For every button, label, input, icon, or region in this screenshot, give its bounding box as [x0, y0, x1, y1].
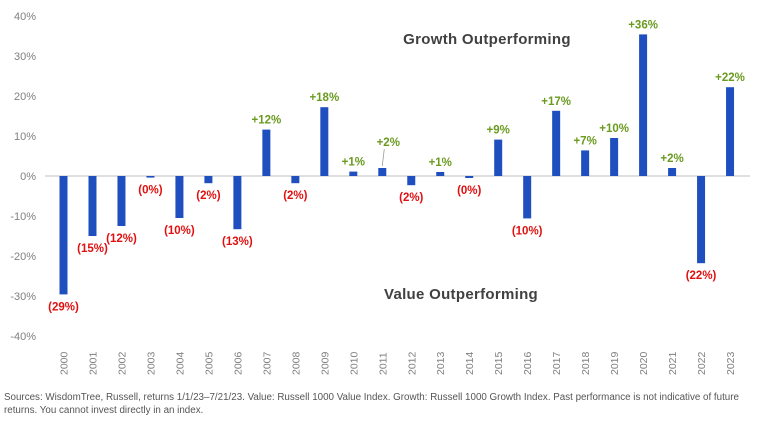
source-note: Sources: WisdomTree, Russell, returns 1/…: [4, 392, 739, 416]
bar: [349, 171, 358, 176]
bar: [88, 176, 97, 236]
x-tick-label: 2021: [667, 351, 679, 375]
data-label: +2%: [377, 137, 400, 149]
x-tick-label: 2017: [551, 351, 563, 375]
bar: [726, 87, 735, 176]
bar: [436, 172, 445, 176]
x-tick-label: 2013: [435, 351, 447, 375]
bar: [610, 138, 619, 176]
data-label: +10%: [599, 123, 629, 135]
bar: [320, 107, 329, 176]
bar: [668, 168, 677, 176]
bar: [59, 176, 68, 295]
data-label: +17%: [541, 96, 571, 108]
x-tick-label: 2007: [261, 351, 273, 375]
data-label: +1%: [342, 157, 365, 169]
x-tick-label: 2014: [464, 351, 476, 375]
x-tick-label: 2019: [609, 351, 621, 375]
data-label: (12%): [106, 233, 137, 245]
data-label: (0%): [457, 185, 481, 197]
x-tick-label: 2015: [493, 351, 505, 375]
y-tick-label: 10%: [14, 131, 36, 143]
bar: [117, 176, 126, 226]
data-label: +1%: [429, 157, 452, 169]
x-tick-label: 2009: [319, 351, 331, 375]
x-tick-label: 2020: [638, 351, 650, 375]
data-label: +18%: [309, 92, 339, 104]
x-tick-label: 2023: [725, 351, 737, 375]
y-tick-label: 30%: [14, 51, 36, 63]
data-label: +36%: [628, 19, 658, 31]
bar: [697, 176, 706, 264]
data-label: (10%): [164, 225, 195, 237]
bar: [639, 34, 648, 177]
bar: [291, 176, 300, 184]
x-tick-label: 2002: [116, 351, 128, 375]
bar: [523, 176, 532, 219]
x-axis-ticks: 2000 2001 2002 2003 2004 2005 2006 2007 2008 2009…: [59, 351, 738, 375]
y-tick-label: 20%: [14, 91, 36, 103]
data-label: +12%: [251, 115, 281, 127]
x-tick-label: 2018: [580, 351, 592, 375]
data-label: +22%: [715, 72, 745, 84]
data-label: +9%: [487, 125, 510, 137]
data-label: (29%): [48, 301, 79, 313]
bar: [407, 176, 416, 186]
data-label: +7%: [573, 135, 596, 147]
data-label: (2%): [196, 190, 220, 202]
data-label: (2%): [283, 190, 307, 202]
x-tick-label: 2004: [174, 351, 186, 375]
bars-group: [59, 34, 735, 295]
y-tick-label: -20%: [10, 251, 36, 263]
bar: [465, 176, 474, 178]
y-tick-label: 40%: [14, 11, 36, 23]
bar: [581, 150, 590, 176]
growth-annotation: Growth Outperforming: [403, 31, 571, 48]
data-label: +2%: [660, 153, 683, 165]
x-tick-label: 2022: [696, 351, 708, 375]
bar-chart: 40% 30% 20% 10% 0% -10% -20% -30% -40% (29%) (15%…: [10, 11, 750, 375]
x-tick-label: 2008: [290, 351, 302, 375]
label-leader-line: [381, 148, 385, 167]
y-tick-label: -30%: [10, 291, 36, 303]
y-tick-label: -40%: [10, 331, 36, 343]
bar: [175, 176, 184, 218]
data-label: (2%): [399, 192, 423, 204]
x-tick-label: 2006: [232, 351, 244, 375]
x-tick-label: 2011: [377, 352, 389, 375]
data-label: (0%): [138, 185, 162, 197]
x-tick-label: 2005: [203, 351, 215, 375]
data-label: (22%): [686, 270, 717, 282]
bar: [204, 176, 213, 184]
bar: [494, 139, 503, 176]
x-tick-label: 2003: [145, 351, 157, 375]
data-labels-group: (29%) (15%)(12%) (0%) (10%) (2%) (13%) +12% (2%…: [48, 19, 745, 313]
data-label: (10%): [512, 225, 543, 237]
data-label: (13%): [222, 236, 253, 248]
x-tick-label: 2000: [59, 351, 71, 375]
y-axis-ticks: 40% 30% 20% 10% 0% -10% -20% -30% -40%: [10, 11, 36, 343]
y-tick-label: -10%: [10, 211, 36, 223]
x-tick-label: 2001: [87, 351, 99, 375]
value-annotation: Value Outperforming: [384, 286, 538, 303]
x-tick-label: 2010: [348, 351, 360, 375]
bar: [146, 176, 155, 178]
bar: [378, 168, 387, 176]
data-label: (15%): [77, 243, 108, 255]
bar: [233, 176, 242, 230]
bar: [262, 129, 271, 176]
bar: [552, 110, 561, 176]
y-tick-label: 0%: [20, 171, 36, 183]
x-tick-label: 2016: [522, 351, 534, 375]
x-tick-label: 2012: [406, 351, 418, 375]
